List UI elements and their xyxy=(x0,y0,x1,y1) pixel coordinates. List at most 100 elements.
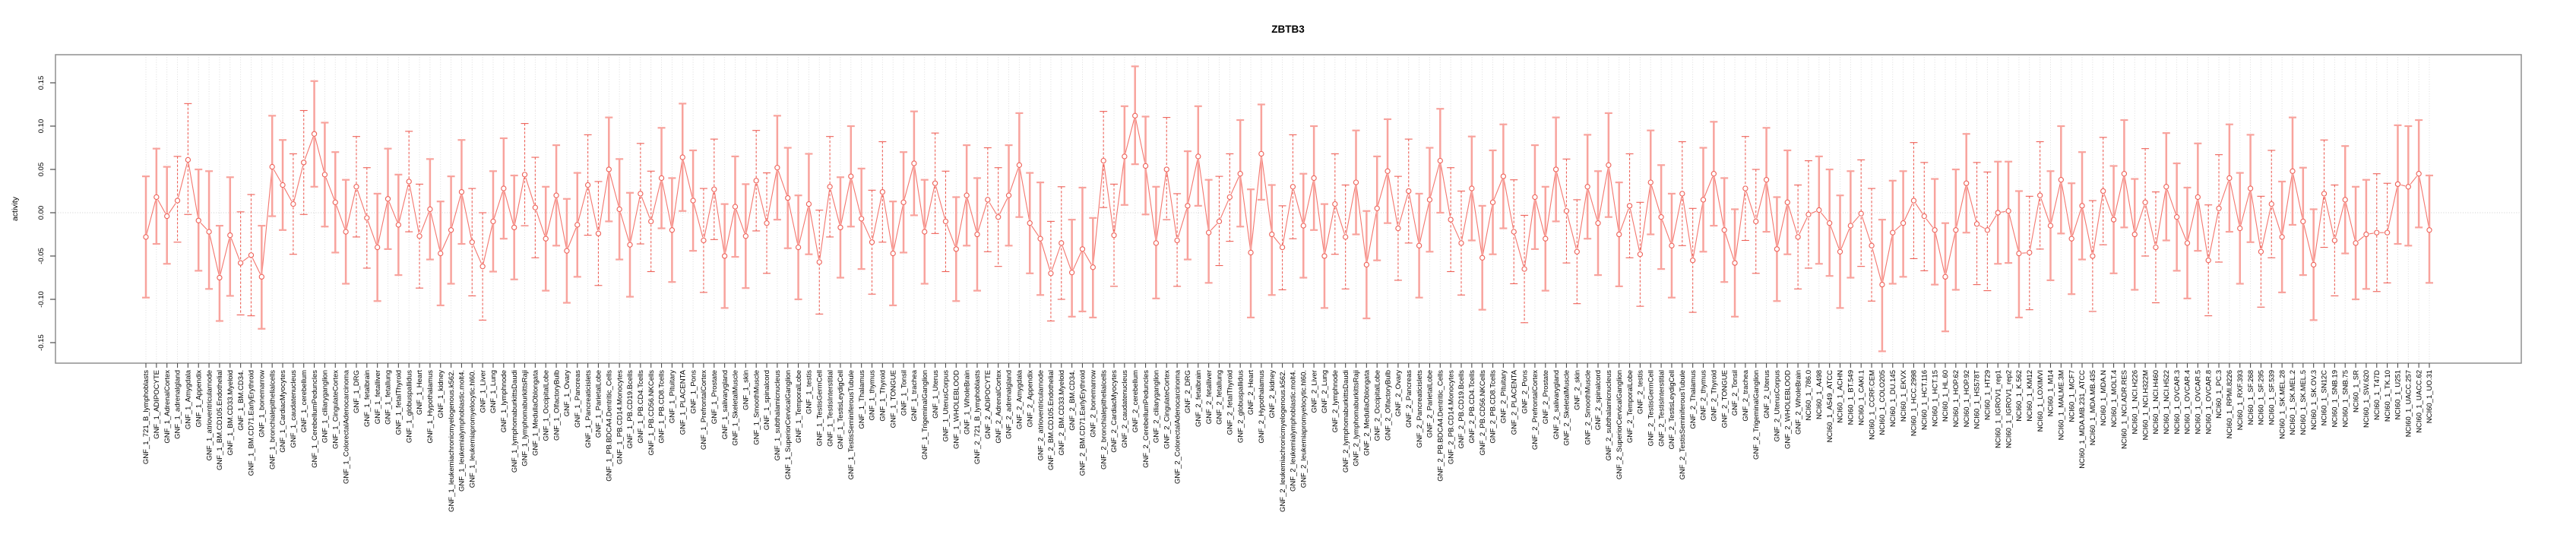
data-point xyxy=(2394,181,2401,188)
series-segment xyxy=(2177,220,2187,241)
series-segment xyxy=(1650,185,1661,214)
x-tick-label: GNF_2_DRG xyxy=(1184,370,1192,413)
series-segment xyxy=(315,137,324,172)
x-tick-label: NCI60_1_MCF7 xyxy=(2068,370,2076,422)
x-tick-label: GNF_1_Hypothalamus xyxy=(426,370,435,444)
x-tick-label: GNF_1_lymphnode xyxy=(500,370,508,432)
data-point xyxy=(2226,175,2233,182)
data-point xyxy=(1279,244,1286,251)
series-segment xyxy=(1608,168,1619,232)
x-tick-label: GNF_1_PB.CD8.Tcells xyxy=(658,370,666,444)
x-tick-label: GNF_1_DRG xyxy=(353,370,361,413)
data-point xyxy=(2142,199,2148,205)
data-point xyxy=(2027,249,2033,256)
series-segment xyxy=(1230,176,1239,194)
series-segment xyxy=(745,183,756,233)
x-tick-label: GNF_1_lymphomaburkittsDaudi xyxy=(511,370,519,473)
x-tick-label: GNF_1_bonemarrow xyxy=(258,370,267,438)
chart-title: ZBTB3 xyxy=(1271,24,1305,35)
data-point xyxy=(1311,175,1317,182)
x-tick-label: GNF_2_fetallung xyxy=(1216,370,1224,425)
series-segment xyxy=(946,224,956,247)
data-point xyxy=(627,242,633,248)
data-point xyxy=(143,234,149,240)
data-point xyxy=(479,264,486,270)
series-segment xyxy=(999,198,1008,215)
x-tick-label: GNF_1_PB.CD19.Bcells xyxy=(626,370,635,449)
x-tick-label: GNF_2_TemporalLobe xyxy=(1626,370,1635,443)
data-point xyxy=(1489,199,1496,205)
data-point xyxy=(1216,218,1223,225)
x-tick-label: NCI60_1_SK.OV.3 xyxy=(2310,370,2318,430)
series-segment xyxy=(1926,218,1934,228)
series-segment xyxy=(2050,182,2061,223)
x-tick-label: GNF_2_cerebellum xyxy=(1131,370,1140,432)
series-segment xyxy=(473,245,482,264)
series-segment xyxy=(2008,213,2019,251)
data-point xyxy=(869,239,875,245)
data-point xyxy=(1111,232,1117,239)
x-tick-label: NCI60_1_T47D xyxy=(2373,370,2381,420)
x-tick-label: NCI60_1_SF.539 xyxy=(2267,370,2276,425)
x-tick-label: GNF_1_PB.CD4.Tcells xyxy=(637,370,645,444)
series-segment xyxy=(1882,236,1893,282)
series-segment xyxy=(1967,186,1977,221)
x-tick-label: GNF_1_BM.CD34. xyxy=(237,370,245,431)
data-point xyxy=(553,192,559,198)
series-segment xyxy=(230,238,240,261)
x-tick-label: GNF_2_721_B_lymphoblasts xyxy=(973,370,982,464)
series-segment xyxy=(1904,203,1913,221)
data-point xyxy=(248,252,255,258)
data-point xyxy=(1406,188,1412,194)
data-point xyxy=(1942,274,1948,280)
x-tick-label: GNF_2_fetalbrain xyxy=(1195,370,1203,427)
series-segment xyxy=(1514,234,1524,267)
x-tick-label: NCI60_1_UO.31 xyxy=(2426,370,2434,423)
series-segment xyxy=(1051,245,1061,271)
x-tick-label: NCI60_1_A549_ATCC xyxy=(1826,370,1834,443)
data-point xyxy=(1689,258,1696,264)
data-point xyxy=(1910,198,1917,204)
data-point xyxy=(1048,270,1054,277)
x-tick-label: GNF_1_Amygdala xyxy=(185,369,193,429)
data-point xyxy=(321,172,328,178)
data-point xyxy=(2300,218,2306,225)
series-segment xyxy=(1335,207,1345,235)
x-tick-label: NCI60_1_SW.620 xyxy=(2362,370,2371,428)
data-point xyxy=(964,192,970,198)
x-tick-label: GNF_1_Appendix xyxy=(195,370,203,428)
data-point xyxy=(1795,234,1801,240)
data-point xyxy=(701,237,707,244)
series-segment xyxy=(367,220,377,245)
series-segment xyxy=(461,194,472,239)
x-tick-label: GNF_2_ParietalLobe xyxy=(1426,370,1435,438)
x-tick-label: GNF_1_BM.CD71.EarlyErythroid xyxy=(248,370,256,476)
x-tick-label: GNF_1_PB.CD14.Monocytes xyxy=(616,370,624,464)
series-segment xyxy=(2219,181,2229,206)
data-point xyxy=(2110,217,2117,223)
x-tick-label: NCI60_1_UACC.62 xyxy=(2415,370,2423,433)
y-tick-label: 0.10 xyxy=(37,119,46,134)
data-point xyxy=(2036,192,2043,198)
series-segment xyxy=(514,177,525,225)
series-segment xyxy=(336,205,346,229)
series-segment xyxy=(1040,242,1051,270)
x-tick-label: GNF_2_Liver xyxy=(1310,370,1318,413)
x-tick-label: NCI60_1_DU.145 xyxy=(1889,370,1897,427)
data-point xyxy=(1374,205,1380,211)
series-segment xyxy=(1250,157,1261,250)
x-tick-label: NCI60_1_OVCAR.8 xyxy=(2204,370,2213,434)
x-tick-label: NCI60_1_LOXIMVI xyxy=(2036,370,2045,432)
data-point xyxy=(1416,242,1422,248)
series-segment xyxy=(1956,186,1967,227)
data-point xyxy=(511,224,517,231)
x-tick-label: GNF_2_caudatenucleus xyxy=(1121,370,1129,448)
x-tick-label: GNF_2_subthalamicnucleus xyxy=(1605,370,1613,461)
series-segment xyxy=(252,258,261,274)
data-point xyxy=(2353,240,2359,246)
series-segment xyxy=(378,201,388,245)
data-point xyxy=(1027,220,1033,226)
series-segment xyxy=(2387,187,2398,230)
